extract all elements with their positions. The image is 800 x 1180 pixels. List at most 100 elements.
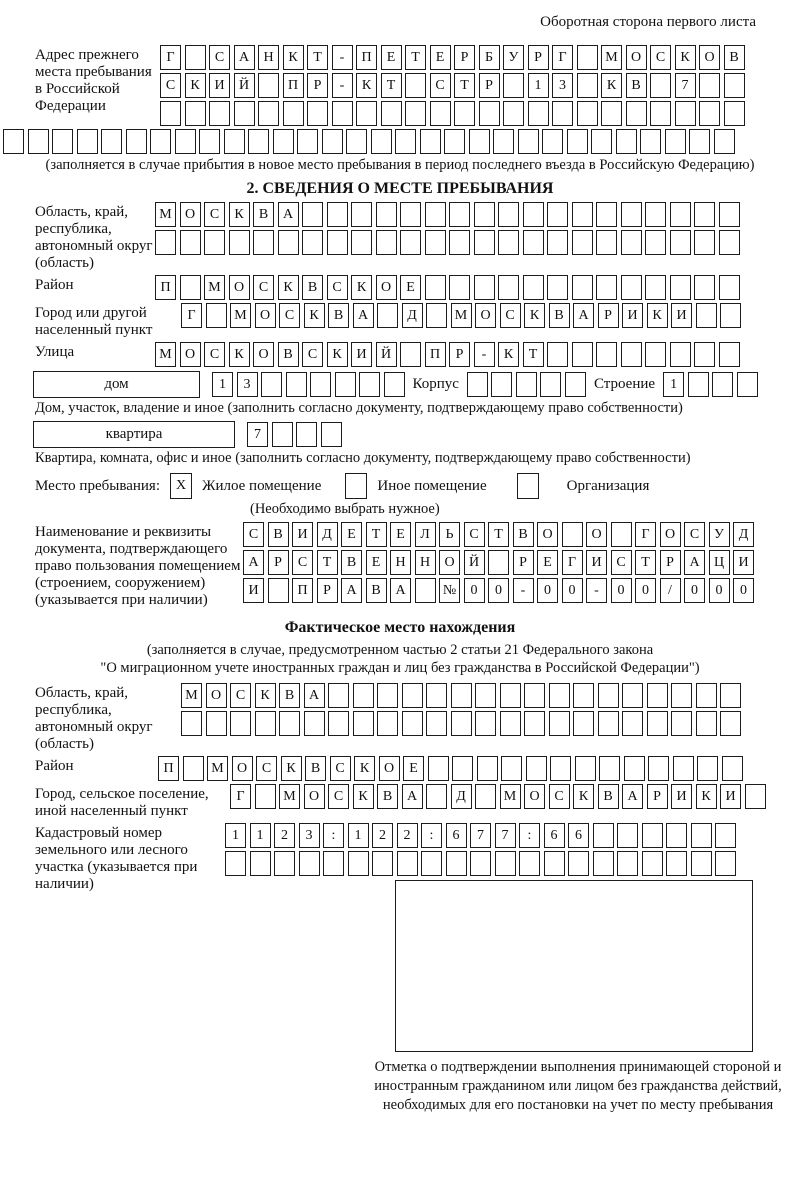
form-cell[interactable] (331, 101, 353, 126)
form-cell[interactable]: В (305, 756, 326, 782)
form-cell[interactable] (352, 683, 374, 709)
form-cell[interactable] (669, 275, 691, 301)
form-cell[interactable] (622, 711, 643, 737)
form-cell[interactable] (542, 129, 563, 154)
form-cell[interactable] (424, 230, 446, 256)
form-cell[interactable]: В (253, 202, 274, 228)
form-cell[interactable] (519, 851, 540, 877)
form-cell[interactable]: Р (454, 45, 475, 70)
form-cell[interactable] (641, 851, 663, 877)
form-cell[interactable] (470, 851, 491, 877)
form-cell[interactable]: К (646, 303, 668, 329)
form-cell[interactable]: В (302, 275, 323, 301)
form-cell[interactable] (695, 683, 717, 709)
form-cell[interactable]: Р (646, 784, 668, 810)
form-cell[interactable] (150, 129, 171, 154)
form-cell[interactable] (718, 342, 740, 368)
form-cell[interactable] (274, 851, 295, 877)
form-cell[interactable] (414, 578, 436, 604)
form-cell[interactable] (723, 101, 745, 126)
form-cell[interactable]: Т (454, 73, 475, 98)
form-cell[interactable] (666, 851, 687, 877)
form-cell[interactable]: 7 (494, 823, 516, 849)
form-cell[interactable] (596, 202, 617, 228)
form-cell[interactable]: О (254, 303, 276, 329)
form-cell[interactable] (498, 230, 519, 256)
form-cell[interactable] (320, 422, 342, 448)
form-cell[interactable]: 1 (225, 823, 246, 849)
form-cell[interactable] (645, 230, 666, 256)
form-cell[interactable]: С (292, 550, 313, 576)
form-cell[interactable]: 0 (733, 578, 754, 604)
form-cell[interactable]: Р (307, 73, 328, 98)
form-cell[interactable]: И (720, 784, 741, 810)
form-cell[interactable] (592, 851, 614, 877)
form-cell[interactable] (610, 522, 632, 548)
form-cell[interactable] (254, 711, 276, 737)
form-cell[interactable]: Д (733, 522, 754, 548)
form-cell[interactable]: С (204, 202, 225, 228)
form-cell[interactable]: 0 (463, 578, 485, 604)
form-cell[interactable] (449, 202, 470, 228)
form-cell[interactable] (715, 823, 736, 849)
form-cell[interactable]: К (695, 784, 717, 810)
form-cell[interactable] (592, 823, 614, 849)
form-cell[interactable]: Г (635, 522, 656, 548)
form-cell[interactable]: Д (450, 784, 472, 810)
form-cell[interactable]: К (254, 683, 276, 709)
form-cell[interactable] (689, 129, 710, 154)
stay-type-checkbox-organization[interactable] (516, 473, 539, 500)
form-cell[interactable] (401, 683, 423, 709)
form-cell[interactable] (372, 851, 393, 877)
form-cell[interactable]: С (256, 756, 277, 782)
form-cell[interactable] (400, 342, 421, 368)
form-cell[interactable]: П (155, 275, 176, 301)
form-cell[interactable] (401, 711, 423, 737)
form-cell[interactable]: И (243, 578, 264, 604)
form-cell[interactable] (694, 342, 715, 368)
form-cell[interactable] (27, 129, 49, 154)
form-cell[interactable]: Н (390, 550, 411, 576)
form-cell[interactable] (444, 129, 465, 154)
form-cell[interactable] (524, 711, 545, 737)
form-cell[interactable]: 1 (249, 823, 271, 849)
form-cell[interactable]: П (292, 578, 313, 604)
form-cell[interactable]: 0 (561, 578, 583, 604)
form-cell[interactable]: В (377, 784, 398, 810)
form-cell[interactable] (351, 230, 372, 256)
form-cell[interactable] (307, 101, 328, 126)
form-cell[interactable] (323, 851, 344, 877)
form-cell[interactable]: О (231, 756, 253, 782)
form-cell[interactable] (302, 202, 323, 228)
form-cell[interactable] (321, 129, 343, 154)
form-cell[interactable]: № (439, 578, 460, 604)
form-cell[interactable]: О (699, 45, 720, 70)
form-cell[interactable]: : (519, 823, 540, 849)
form-cell[interactable] (574, 756, 596, 782)
form-cell[interactable] (503, 101, 524, 126)
form-cell[interactable]: О (537, 522, 558, 548)
form-cell[interactable]: С (650, 45, 671, 70)
form-cell[interactable] (475, 711, 496, 737)
form-cell[interactable] (498, 275, 519, 301)
form-cell[interactable]: 6 (445, 823, 467, 849)
form-cell[interactable] (452, 756, 473, 782)
form-cell[interactable]: В (267, 522, 289, 548)
form-cell[interactable] (718, 275, 740, 301)
form-cell[interactable] (228, 230, 250, 256)
form-cell[interactable] (475, 784, 496, 810)
form-cell[interactable]: М (601, 45, 622, 70)
form-cell[interactable]: К (280, 756, 302, 782)
form-cell[interactable]: И (292, 522, 313, 548)
form-cell[interactable] (396, 851, 418, 877)
form-cell[interactable] (597, 711, 619, 737)
form-cell[interactable]: К (282, 45, 304, 70)
form-cell[interactable] (205, 303, 227, 329)
form-cell[interactable]: 0 (635, 578, 656, 604)
form-cell[interactable] (645, 342, 666, 368)
form-cell[interactable] (375, 230, 397, 256)
form-cell[interactable]: И (622, 303, 643, 329)
form-cell[interactable]: В (277, 342, 299, 368)
form-cell[interactable]: С (243, 522, 264, 548)
form-cell[interactable] (720, 303, 741, 329)
